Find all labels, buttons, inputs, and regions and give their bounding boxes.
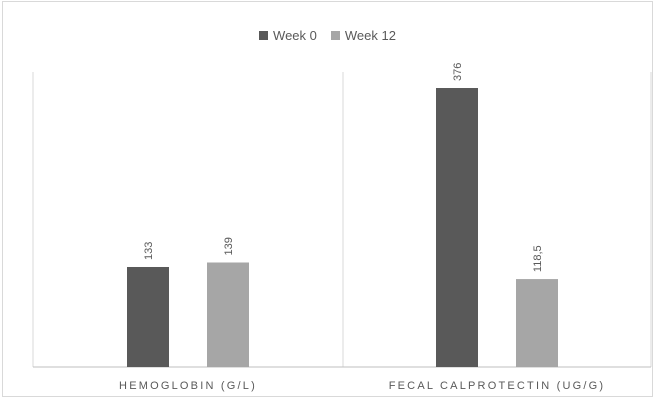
category-label-hemoglobin: HEMOGLOBIN (G/L) <box>119 380 257 392</box>
bar-hemoglobin-series-0 <box>127 266 169 367</box>
legend-label-week-0: Week 0 <box>273 28 317 43</box>
legend-label-week-12: Week 12 <box>344 28 396 43</box>
data-label-hemoglobin-series-1: 139 <box>223 237 235 255</box>
bar-calprotectin-series-0 <box>436 88 478 368</box>
bar-calprotectin-series-1 <box>516 279 558 367</box>
data-label-calprotectin-series-1: 118,5 <box>532 245 544 272</box>
legend-swatch-week-0 <box>259 31 269 40</box>
legend-item-week-12: Week 12 <box>330 28 396 43</box>
bar-hemoglobin-series-1 <box>207 262 249 367</box>
legend-swatch-week-12 <box>330 31 340 40</box>
category-label-calprotectin: FECAL CALPROTECTIN (UG/G) <box>389 380 606 392</box>
data-label-calprotectin-series-0: 376 <box>452 63 464 81</box>
data-label-hemoglobin-series-0: 133 <box>143 242 155 260</box>
chart-legend: Week 0 Week 12 <box>0 28 655 43</box>
legend-item-week-0: Week 0 <box>259 28 317 43</box>
